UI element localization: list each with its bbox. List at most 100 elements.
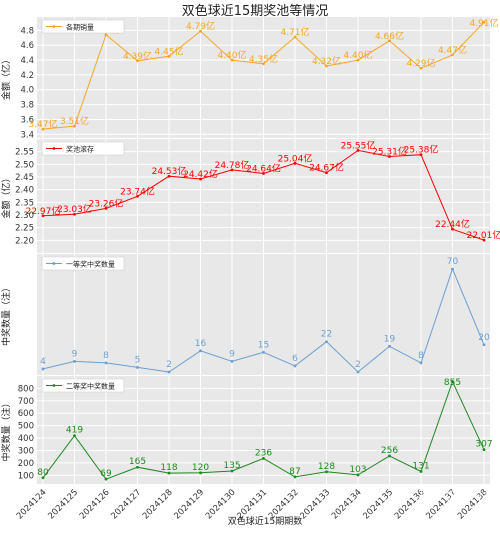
data-point — [167, 370, 171, 374]
data-point — [73, 359, 76, 363]
data-label: 4.71亿 — [280, 26, 309, 38]
data-label: 4.40亿 — [343, 49, 372, 61]
data-label: 256 — [381, 446, 398, 456]
data-point — [293, 35, 297, 39]
data-point — [451, 267, 454, 271]
y-tick-label: 4.4 — [20, 56, 34, 66]
data-label: 15 — [258, 340, 269, 350]
data-point — [262, 350, 265, 354]
data-point — [388, 344, 391, 348]
data-label: 4.66亿 — [375, 30, 404, 42]
y-tick-label: 2.35 — [15, 198, 34, 208]
data-point — [388, 155, 391, 158]
data-point — [482, 238, 486, 242]
data-label: 25.04亿 — [278, 152, 313, 164]
data-label: 855 — [444, 378, 461, 388]
data-label: 23.03亿 — [57, 203, 92, 215]
data-label: 25.38亿 — [404, 144, 439, 156]
data-label: 4.79亿 — [186, 20, 215, 32]
chart-title: 双色球近15期奖池等情况 — [182, 3, 329, 19]
data-point — [230, 359, 234, 363]
data-point — [482, 20, 486, 24]
data-point — [41, 476, 45, 480]
data-label: 22 — [321, 330, 332, 340]
y-tick-label: 4.0 — [20, 86, 34, 96]
data-point — [325, 64, 328, 68]
data-point — [482, 448, 486, 452]
data-label: 3.47亿 — [28, 118, 57, 130]
data-point — [167, 54, 171, 58]
data-point — [41, 214, 45, 218]
data-label: 16 — [195, 339, 207, 349]
data-label: 87 — [289, 467, 300, 477]
data-label: 131 — [412, 461, 429, 471]
y-axis-label: 中奖数量（注） — [0, 398, 12, 461]
y-tick-label: 700 — [18, 397, 34, 407]
data-point — [325, 470, 328, 474]
y-tick-label: 2.25 — [15, 224, 34, 234]
data-label: 128 — [318, 462, 335, 472]
x-tick-label: 2024125 — [46, 488, 80, 522]
y-tick-label: 100 — [18, 471, 34, 481]
legend-box — [41, 256, 125, 271]
y-tick-label: 2.40 — [15, 186, 34, 196]
data-point — [73, 124, 76, 128]
legend-box — [41, 141, 125, 156]
data-label: 70 — [447, 257, 459, 267]
legend-entry: 二等奖中奖数量 — [66, 382, 115, 391]
data-point — [230, 168, 234, 172]
data-point — [356, 370, 360, 374]
data-label: 8 — [418, 351, 424, 361]
data-point — [325, 340, 328, 344]
data-point — [451, 53, 454, 57]
data-label: 4.39亿 — [123, 50, 152, 62]
data-label: 24.67亿 — [309, 162, 344, 174]
data-label: 118 — [160, 463, 177, 473]
data-point — [199, 29, 202, 33]
y-tick-label: 3.8 — [20, 101, 34, 111]
y-tick-label: 4.6 — [20, 41, 34, 51]
x-axis-label: 双色球近15期期数 — [228, 515, 302, 527]
data-point — [167, 174, 171, 178]
legend-entry: 各期销量 — [66, 23, 94, 32]
data-point — [262, 457, 265, 460]
data-point — [136, 59, 139, 63]
y-tick-label: 2.50 — [15, 160, 34, 170]
data-label: 8 — [103, 351, 109, 361]
data-point — [419, 66, 423, 70]
x-tick-label: 2024126 — [78, 488, 112, 522]
y-tick-label: 4.8 — [20, 26, 34, 36]
watermark: 知乎 @一起去 — [418, 486, 494, 500]
x-tick-label: 2024128 — [141, 488, 175, 522]
legend-marker — [52, 25, 56, 28]
data-point — [104, 361, 108, 365]
data-point — [356, 58, 360, 62]
y-axis-label: 中奖数量（注） — [0, 283, 12, 346]
data-point — [388, 39, 391, 43]
y-tick-label: 600 — [18, 409, 34, 419]
data-point — [199, 471, 202, 475]
data-label: 25.55亿 — [341, 139, 376, 151]
data-point — [136, 465, 139, 469]
data-label: 4.45亿 — [154, 45, 183, 57]
data-label: 23.26亿 — [89, 197, 124, 209]
y-tick-label: 500 — [18, 422, 34, 432]
legend-marker — [52, 384, 56, 387]
x-tick-label: 2024134 — [330, 488, 364, 522]
data-label: 236 — [255, 448, 272, 458]
x-tick-label: 2024124 — [15, 488, 49, 522]
data-label: 25.31亿 — [372, 145, 407, 157]
data-label: 24.42亿 — [183, 168, 218, 180]
data-point — [136, 194, 139, 198]
data-label: 22.44亿 — [435, 218, 470, 230]
legend-entry: 一等奖中奖数量 — [66, 260, 115, 269]
data-label: 24.64亿 — [246, 162, 281, 174]
data-point — [451, 227, 454, 231]
y-tick-label: 2.55 — [15, 148, 34, 158]
data-label: 4.40亿 — [217, 49, 246, 61]
data-point — [325, 171, 328, 175]
data-label: 103 — [349, 465, 366, 475]
data-point — [136, 366, 139, 369]
y-tick-label: 300 — [18, 446, 34, 456]
